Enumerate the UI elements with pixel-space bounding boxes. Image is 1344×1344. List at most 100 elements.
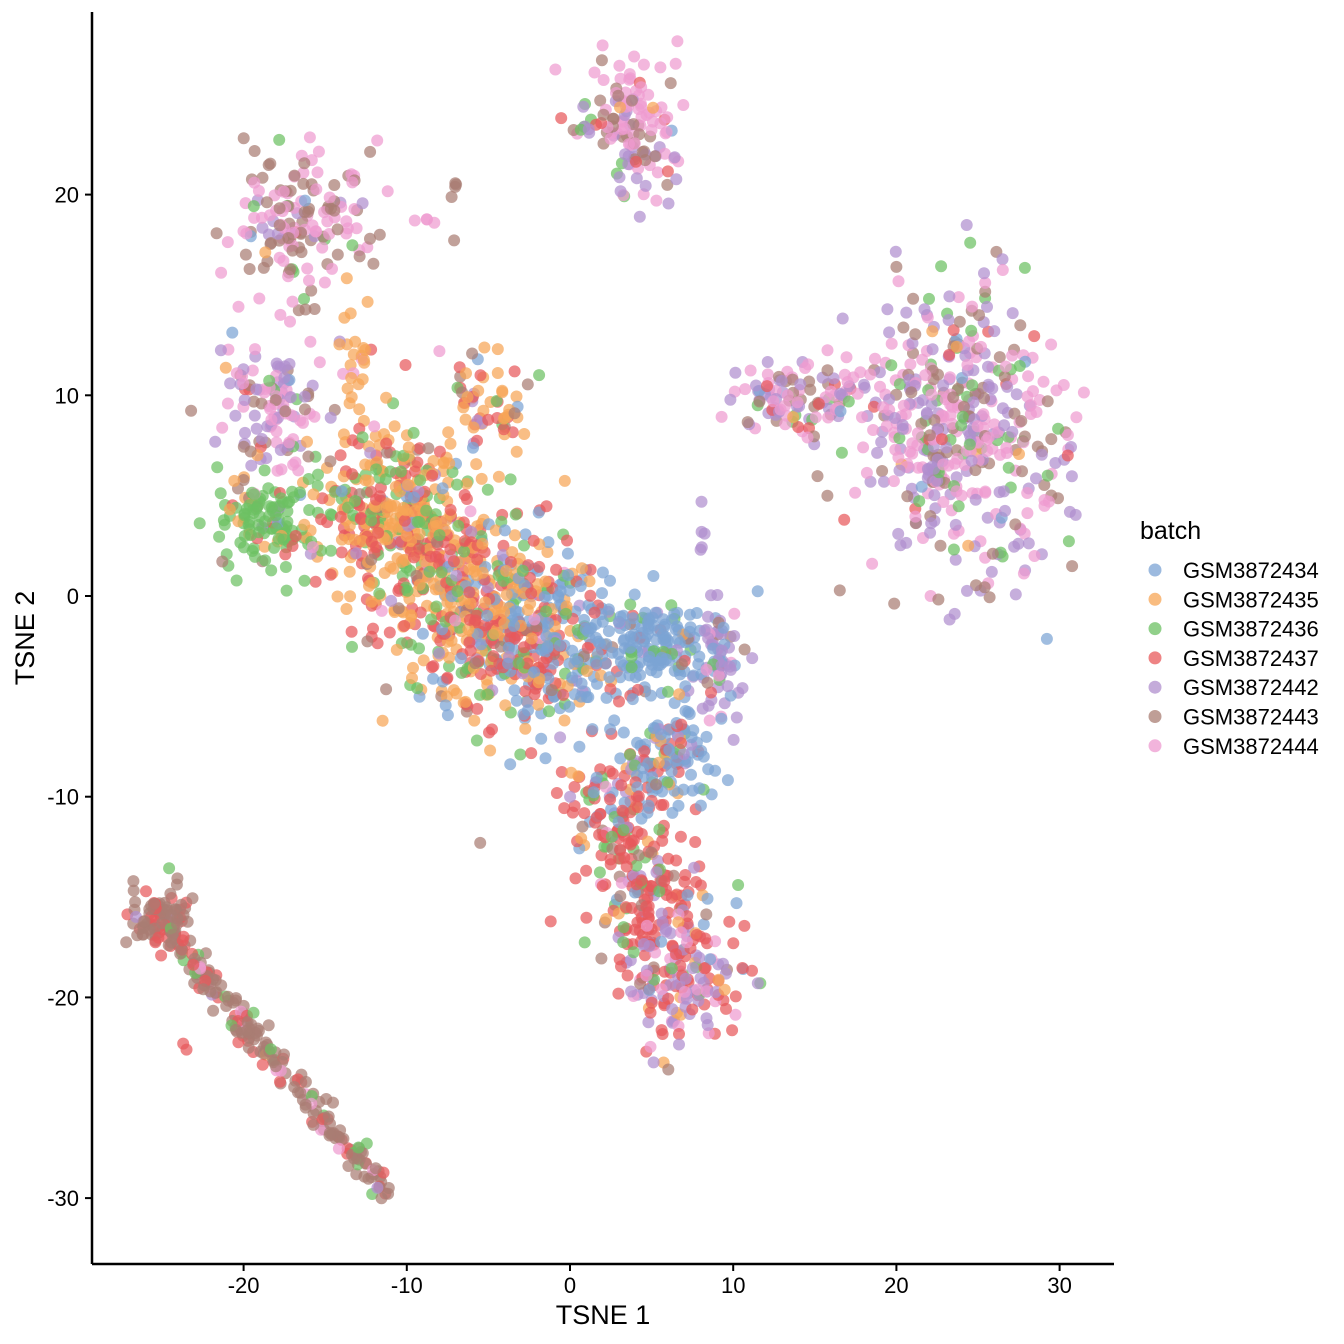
scatter-point xyxy=(690,876,702,888)
scatter-point xyxy=(705,589,717,602)
scatter-point xyxy=(557,688,570,701)
scatter-point xyxy=(511,629,524,642)
scatter-point xyxy=(540,500,553,513)
scatter-point xyxy=(468,714,481,727)
scatter-point xyxy=(481,609,494,622)
scatter-point xyxy=(701,1019,714,1031)
scatter-point xyxy=(286,295,299,308)
scatter-point xyxy=(470,569,483,582)
scatter-point xyxy=(761,368,774,381)
scatter-point xyxy=(677,99,690,111)
scatter-point xyxy=(921,471,934,484)
scatter-point xyxy=(413,542,426,555)
scatter-point xyxy=(568,688,581,701)
scatter-point xyxy=(492,470,505,483)
scatter-point xyxy=(827,372,840,385)
scatter-point xyxy=(226,326,239,339)
scatter-point xyxy=(728,630,741,642)
scatter-point xyxy=(630,859,643,872)
scatter-point xyxy=(350,222,363,235)
scatter-point xyxy=(502,641,515,654)
scatter-point xyxy=(197,983,210,996)
scatter-point xyxy=(365,595,378,608)
scatter-point xyxy=(575,677,588,690)
scatter-point xyxy=(540,605,553,618)
scatter-point xyxy=(457,401,470,414)
scatter-point xyxy=(256,221,269,234)
scatter-point xyxy=(889,245,902,258)
scatter-point xyxy=(269,1060,282,1073)
scatter-point xyxy=(1066,560,1079,573)
scatter-point xyxy=(665,962,678,975)
scatter-point xyxy=(368,420,381,433)
scatter-point xyxy=(996,264,1009,276)
scatter-point xyxy=(597,108,610,121)
scatter-point xyxy=(564,790,577,803)
scatter-point xyxy=(429,516,442,529)
scatter-point xyxy=(858,378,870,391)
scatter-point xyxy=(1077,386,1090,399)
scatter-point xyxy=(228,474,241,487)
scatter-point xyxy=(838,368,851,381)
scatter-point xyxy=(658,147,671,160)
scatter-point xyxy=(508,407,521,420)
scatter-point xyxy=(427,455,440,467)
scatter-point xyxy=(966,300,979,313)
scatter-point xyxy=(631,916,644,929)
scatter-point xyxy=(359,344,372,356)
scatter-point xyxy=(928,462,941,475)
scatter-point xyxy=(387,562,400,575)
scatter-point xyxy=(210,227,223,240)
scatter-point xyxy=(268,541,281,554)
scatter-point xyxy=(543,705,555,718)
scatter-point xyxy=(550,563,563,576)
scatter-point xyxy=(342,1160,355,1172)
scatter-point xyxy=(636,146,649,158)
scatter-point xyxy=(701,892,714,905)
scatter-point xyxy=(498,617,511,630)
scatter-point xyxy=(572,770,585,783)
scatter-point xyxy=(624,748,636,761)
scatter-point xyxy=(467,441,479,454)
y-tick-label: -10 xyxy=(47,785,79,810)
scatter-point xyxy=(127,884,140,897)
scatter-point xyxy=(299,1098,312,1111)
scatter-point xyxy=(613,171,626,184)
scatter-point xyxy=(885,337,898,350)
scatter-point xyxy=(394,465,407,478)
scatter-point xyxy=(270,357,283,370)
x-ticks: -20 -10 0 10 20 30 xyxy=(228,1264,1072,1298)
scatter-point xyxy=(949,553,962,566)
scatter-point xyxy=(460,477,473,490)
scatter-point xyxy=(519,528,532,541)
scatter-point xyxy=(906,447,919,460)
y-axis-title: TSNE 2 xyxy=(10,591,40,686)
scatter-point xyxy=(279,561,292,573)
scatter-point xyxy=(640,969,653,982)
scatter-point xyxy=(371,134,384,147)
scatter-point xyxy=(180,1043,193,1056)
scatter-point xyxy=(591,647,604,660)
scatter-point xyxy=(657,798,670,811)
scatter-point xyxy=(337,428,350,441)
scatter-point xyxy=(311,166,324,179)
scatter-point xyxy=(1018,261,1031,274)
scatter-point xyxy=(541,640,554,653)
scatter-point xyxy=(1052,422,1065,435)
scatter-point xyxy=(519,722,532,735)
scatter-point xyxy=(1022,370,1035,383)
scatter-point xyxy=(433,445,446,458)
scatter-point xyxy=(883,326,896,339)
scatter-point xyxy=(965,324,978,337)
scatter-point xyxy=(411,456,424,469)
scatter-point xyxy=(660,126,673,138)
scatter-point xyxy=(240,227,253,240)
scatter-point xyxy=(944,371,956,384)
scatter-point xyxy=(315,513,328,526)
scatter-point xyxy=(364,145,377,158)
scatter-point xyxy=(439,699,452,712)
scatter-point xyxy=(703,714,716,727)
scatter-point xyxy=(1006,349,1019,362)
scatter-point xyxy=(794,378,807,391)
scatter-point xyxy=(221,397,234,410)
